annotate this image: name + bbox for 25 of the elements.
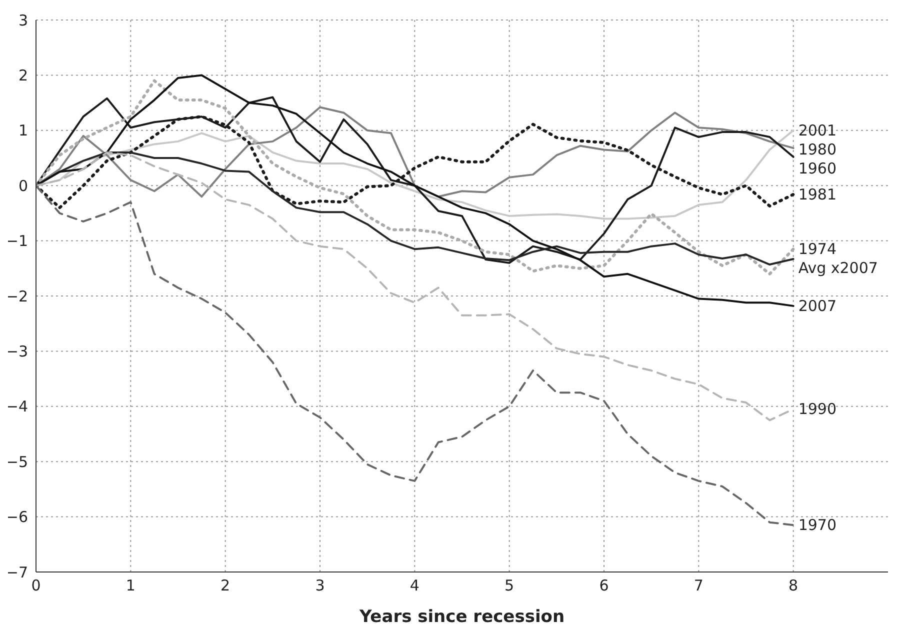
x-tick-label: 2 [220,576,230,595]
y-tick-label: 3 [18,11,28,30]
series-label: Avg x2007 [798,259,878,278]
x-tick-label: 5 [504,576,514,595]
series-label: 1980 [798,140,837,158]
x-tick-label: 8 [788,576,798,595]
x-tick-label: 6 [599,576,609,595]
y-tick-label: 0 [18,176,28,195]
x-tick-label: 1 [126,576,136,595]
series-label: 2001 [798,121,837,140]
series-label: 1974 [798,240,837,258]
y-tick-label: 2 [18,66,28,85]
line-series [36,74,794,307]
x-tick-label: 7 [694,576,704,595]
line-series [36,184,794,526]
y-tick-label: 1 [18,122,28,140]
series-label: 1960 [798,159,837,178]
series-label: 2007 [798,296,837,315]
x-tick-label: 0 [31,576,41,595]
x-axis-title: Years since recession [358,607,565,627]
series-label: 1981 [798,185,837,204]
series-label: 1970 [798,516,837,534]
series-label: 1990 [798,400,837,418]
x-tick-label: 4 [410,576,420,595]
x-tick-label: 3 [315,576,325,595]
